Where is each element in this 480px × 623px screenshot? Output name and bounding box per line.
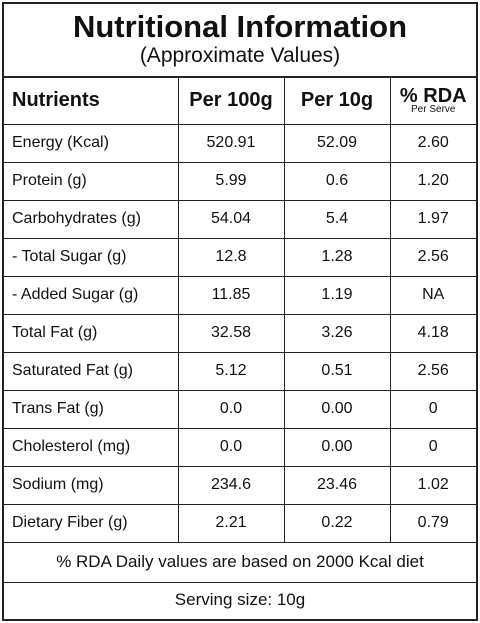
header: Nutritional Information (Approximate Val… xyxy=(4,4,476,78)
nutrient-value: 23.46 xyxy=(283,465,391,505)
nutrient-name: Saturated Fat (g) xyxy=(4,351,179,391)
nutrient-row: Total Fat (g) 32.58 3.26 4.18 xyxy=(4,313,476,353)
nutrient-value: 2.60 xyxy=(389,123,476,163)
nutrient-value: 5.99 xyxy=(177,161,285,201)
nutrient-value: 1.20 xyxy=(389,161,476,201)
nutrient-value: 0.00 xyxy=(283,389,391,429)
nutrient-name: Sodium (mg) xyxy=(4,465,179,505)
footer-row: Serving size: 10g xyxy=(4,581,476,617)
nutrient-row: - Added Sugar (g) 11.85 1.19 NA xyxy=(4,275,476,315)
nutrient-value: 5.12 xyxy=(177,351,285,391)
nutrient-value: 0.0 xyxy=(177,389,285,429)
nutrient-value: 0.6 xyxy=(283,161,391,201)
nutrient-value: 0 xyxy=(389,389,476,429)
nutrient-value: 0.00 xyxy=(283,427,391,467)
nutrient-value: 3.26 xyxy=(283,313,391,353)
nutrient-row: Protein (g) 5.99 0.6 1.20 xyxy=(4,161,476,201)
column-header: Per 100g xyxy=(177,78,285,125)
column-header-note: Per Serve xyxy=(411,103,456,115)
column-header: % RDA Per Serve xyxy=(389,78,476,125)
nutrition-table: Nutrients Per 100g Per 10g% RDA Per Serve En… xyxy=(4,78,476,617)
nutrient-value: 4.18 xyxy=(389,313,476,353)
nutrient-value: 2.56 xyxy=(389,237,476,277)
header-row: Nutrients Per 100g Per 10g% RDA Per Serve xyxy=(4,78,476,125)
nutrient-value: 0.51 xyxy=(283,351,391,391)
nutrient-value: 1.19 xyxy=(283,275,391,315)
nutrient-value: 11.85 xyxy=(177,275,285,315)
nutrient-name: Protein (g) xyxy=(4,161,179,201)
nutrient-name: - Added Sugar (g) xyxy=(4,275,179,315)
serving-size: Serving size: 10g xyxy=(4,581,476,617)
nutrient-value: 1.97 xyxy=(389,199,476,239)
nutrient-value: 1.28 xyxy=(283,237,391,277)
nutrient-value: 1.02 xyxy=(389,465,476,505)
nutrient-row: Sodium (mg) 234.6 23.46 1.02 xyxy=(4,465,476,505)
nutrient-row: Saturated Fat (g) 5.12 0.51 2.56 xyxy=(4,351,476,391)
nutrient-name: Trans Fat (g) xyxy=(4,389,179,429)
nutrient-value: 0.22 xyxy=(283,503,391,543)
nutrient-value: 0 xyxy=(389,427,476,467)
nutrient-value: 54.04 xyxy=(177,199,285,239)
nutrient-name: Energy (Kcal) xyxy=(4,123,179,163)
nutrient-name: Carbohydrates (g) xyxy=(4,199,179,239)
nutrient-value: 12.8 xyxy=(177,237,285,277)
nutrient-value: 520.91 xyxy=(177,123,285,163)
nutrient-value: 52.09 xyxy=(283,123,391,163)
nutrient-row: Carbohydrates (g) 54.04 5.4 1.97 xyxy=(4,199,476,239)
nutrient-value: 32.58 xyxy=(177,313,285,353)
nutrient-value: 0.79 xyxy=(389,503,476,543)
nutrient-name: Cholesterol (mg) xyxy=(4,427,179,467)
nutrient-row: Energy (Kcal) 520.91 52.09 2.60 xyxy=(4,123,476,163)
nutrient-value: 2.21 xyxy=(177,503,285,543)
nutrient-row: Cholesterol (mg) 0.0 0.00 0 xyxy=(4,427,476,467)
nutrient-row: Dietary Fiber (g) 2.21 0.22 0.79 xyxy=(4,503,476,543)
column-header: Nutrients xyxy=(4,78,179,125)
nutrient-value: NA xyxy=(389,275,476,315)
nutrient-name: - Total Sugar (g) xyxy=(4,237,179,277)
nutrient-row: - Total Sugar (g) 12.8 1.28 2.56 xyxy=(4,237,476,277)
nutrient-name: Dietary Fiber (g) xyxy=(4,503,179,543)
nutrient-value: 2.56 xyxy=(389,351,476,391)
column-header-text: % RDA xyxy=(399,84,467,107)
footer-note: % RDA Daily values are based on 2000 Kca… xyxy=(4,541,476,583)
footer-row: % RDA Daily values are based on 2000 Kca… xyxy=(4,541,476,583)
title: Nutritional Information xyxy=(72,9,408,44)
nutrient-name: Total Fat (g) xyxy=(4,313,179,353)
nutrient-row: Trans Fat (g) 0.0 0.00 0 xyxy=(4,389,476,429)
column-header: Per 10g xyxy=(283,78,391,125)
nutrient-value: 0.0 xyxy=(177,427,285,467)
subtitle: (Approximate Values) xyxy=(139,44,341,67)
nutrient-value: 234.6 xyxy=(177,465,285,505)
nutrient-value: 5.4 xyxy=(283,199,391,239)
